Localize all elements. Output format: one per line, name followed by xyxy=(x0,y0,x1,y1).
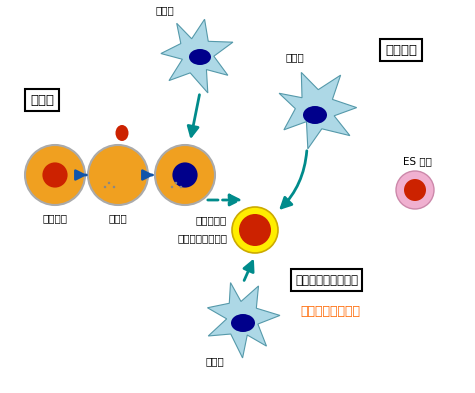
Ellipse shape xyxy=(88,145,148,205)
Ellipse shape xyxy=(231,314,255,332)
Text: （多能性幹細胞）: （多能性幹細胞） xyxy=(177,233,227,243)
Polygon shape xyxy=(279,72,357,149)
Text: 細胞融合: 細胞融合 xyxy=(385,44,417,57)
Text: 体細胞: 体細胞 xyxy=(206,356,224,366)
Ellipse shape xyxy=(155,145,215,205)
Text: 万能幹細胞: 万能幹細胞 xyxy=(196,215,227,225)
Ellipse shape xyxy=(108,182,110,184)
Ellipse shape xyxy=(232,207,278,253)
Text: 体細胞: 体細胞 xyxy=(156,5,174,15)
Text: 体細胞: 体細胞 xyxy=(285,52,304,62)
Text: 核除去: 核除去 xyxy=(109,213,127,223)
Ellipse shape xyxy=(303,106,327,124)
Ellipse shape xyxy=(175,182,177,184)
Ellipse shape xyxy=(404,179,426,201)
Text: 今回の研究成果！: 今回の研究成果！ xyxy=(300,305,360,318)
Polygon shape xyxy=(208,283,280,358)
Ellipse shape xyxy=(171,186,173,188)
Ellipse shape xyxy=(25,145,85,205)
Text: 未受精卵: 未受精卵 xyxy=(42,213,67,223)
Ellipse shape xyxy=(396,171,434,209)
Ellipse shape xyxy=(172,162,198,187)
Polygon shape xyxy=(161,19,233,93)
Text: 特定因子による誘導: 特定因子による誘導 xyxy=(295,274,358,286)
Text: ES 細胞: ES 細胞 xyxy=(403,156,431,166)
Ellipse shape xyxy=(180,186,182,188)
Ellipse shape xyxy=(189,49,211,65)
Ellipse shape xyxy=(239,214,271,246)
Ellipse shape xyxy=(115,125,129,141)
Ellipse shape xyxy=(113,186,115,188)
Ellipse shape xyxy=(42,162,67,187)
Ellipse shape xyxy=(104,186,106,188)
Text: 核移植: 核移植 xyxy=(30,94,54,107)
